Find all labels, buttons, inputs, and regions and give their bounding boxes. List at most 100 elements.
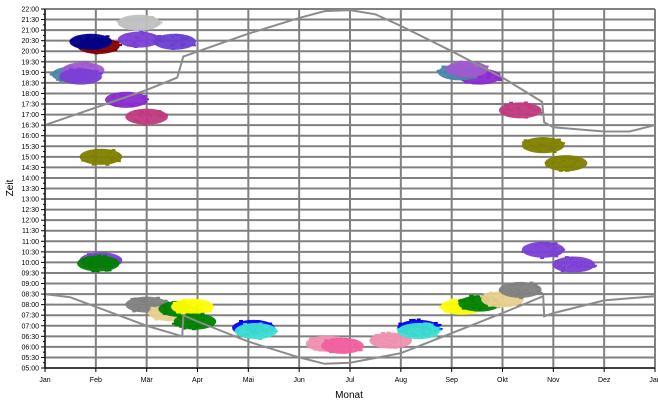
- data-point: [185, 313, 190, 316]
- data-point: [82, 78, 87, 81]
- y-tick-label: 17:00: [21, 112, 39, 119]
- data-point: [157, 114, 162, 117]
- data-point: [377, 337, 382, 340]
- data-point: [69, 40, 74, 43]
- data-point: [107, 269, 112, 272]
- data-point: [539, 111, 544, 114]
- data-point: [471, 300, 476, 303]
- data-point: [108, 160, 113, 163]
- data-point: [480, 295, 485, 298]
- data-point: [477, 306, 482, 309]
- x-tick-label: Apr: [192, 377, 204, 384]
- data-point: [112, 157, 117, 160]
- data-point: [91, 163, 96, 166]
- y-tick-label: 17:30: [21, 102, 39, 109]
- data-point: [170, 36, 175, 39]
- data-point: [569, 164, 574, 167]
- y-tick-label: 18:30: [21, 80, 39, 87]
- data-point: [519, 291, 524, 294]
- data-point: [50, 73, 55, 76]
- data-point: [273, 330, 278, 333]
- data-point: [487, 71, 492, 74]
- data-point: [513, 288, 518, 291]
- data-point: [528, 251, 533, 254]
- data-point: [205, 306, 210, 309]
- data-point: [96, 72, 101, 75]
- data-point: [94, 52, 99, 55]
- data-point: [335, 336, 340, 339]
- y-tick-label: 15:00: [21, 154, 39, 161]
- data-point: [429, 323, 434, 326]
- data-point: [125, 103, 130, 106]
- data-point: [140, 96, 145, 99]
- data-point: [470, 295, 475, 298]
- data-point: [538, 150, 543, 153]
- data-point: [188, 320, 193, 323]
- data-point: [509, 101, 514, 104]
- data-point: [164, 113, 169, 116]
- data-point: [245, 331, 250, 334]
- data-point: [313, 348, 318, 351]
- data-point: [149, 16, 154, 19]
- data-point: [143, 296, 148, 299]
- data-point: [62, 67, 67, 70]
- data-point: [171, 43, 176, 46]
- data-point: [127, 20, 132, 23]
- data-point: [462, 74, 467, 77]
- data-point: [332, 344, 337, 347]
- x-tick-label: Jan: [649, 377, 658, 384]
- data-point: [118, 94, 123, 97]
- data-point: [105, 163, 110, 166]
- y-tick-label: 06:00: [21, 344, 39, 351]
- data-point: [352, 339, 357, 342]
- data-point: [182, 37, 187, 40]
- x-tick-label: Mai: [243, 377, 255, 384]
- data-point: [59, 79, 64, 82]
- data-point: [258, 333, 263, 336]
- data-point: [173, 311, 178, 314]
- data-point: [472, 311, 477, 314]
- data-point: [455, 307, 460, 310]
- data-point: [159, 40, 164, 43]
- data-point: [258, 322, 263, 325]
- data-point: [120, 18, 125, 21]
- data-point: [438, 327, 443, 330]
- data-point: [487, 73, 492, 76]
- data-point: [198, 310, 203, 313]
- y-tick-label: 08:30: [21, 292, 39, 299]
- data-point: [168, 45, 173, 48]
- data-point: [90, 64, 95, 67]
- data-point: [175, 324, 180, 327]
- data-point: [177, 316, 182, 319]
- data-point: [428, 324, 433, 327]
- data-point: [110, 159, 115, 162]
- x-tick-label: Jul: [346, 377, 355, 384]
- data-point: [129, 105, 134, 108]
- data-point: [258, 338, 263, 341]
- data-point: [243, 322, 248, 325]
- data-point: [132, 41, 137, 44]
- y-tick-label: 14:00: [21, 175, 39, 182]
- data-point: [171, 322, 176, 325]
- data-point: [70, 80, 75, 83]
- data-point: [112, 158, 117, 161]
- data-point: [533, 109, 538, 112]
- data-point: [115, 262, 120, 265]
- data-point: [157, 35, 162, 38]
- data-point: [77, 67, 82, 70]
- data-point: [521, 250, 526, 253]
- y-tick-label: 19:30: [21, 59, 39, 66]
- data-point: [387, 344, 392, 347]
- data-point: [95, 42, 100, 45]
- data-point: [80, 258, 85, 261]
- data-point: [436, 326, 441, 329]
- data-point: [118, 104, 123, 107]
- data-point: [133, 297, 138, 300]
- data-point: [97, 254, 102, 257]
- data-point: [155, 296, 160, 299]
- data-point: [53, 71, 58, 74]
- data-point: [85, 37, 90, 40]
- data-point: [104, 42, 109, 45]
- y-tick-label: 20:00: [21, 49, 39, 56]
- data-point: [443, 70, 448, 73]
